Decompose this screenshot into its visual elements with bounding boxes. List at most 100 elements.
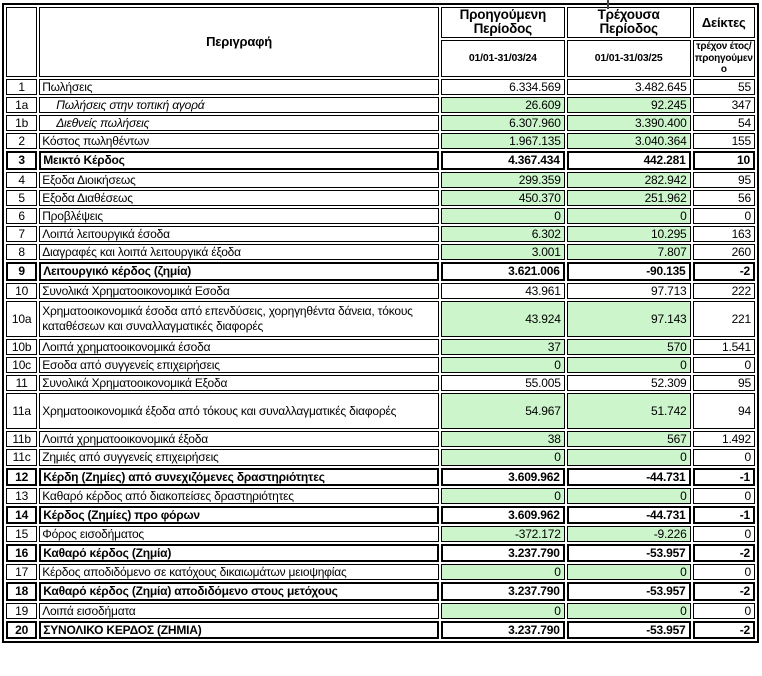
description-cell: Εξοδα Διοικήσεως	[39, 171, 439, 188]
description-header: Περιγραφή	[39, 7, 439, 77]
row-number-cell: 10b	[6, 338, 38, 355]
index-value-cell: 94	[692, 393, 755, 430]
prev-period-value-cell: 3.609.962	[440, 505, 565, 524]
table-row: 5 Εξοδα Διαθέσεως 450.370 251.962 56	[6, 189, 755, 206]
row-number-cell: 1b	[6, 115, 38, 132]
description-cell: Λοιπά χρηματοοικονομικά έσοδα	[39, 338, 439, 355]
curr-period-value-cell: 3.390.400	[566, 115, 691, 132]
index-value-cell: 155	[692, 133, 755, 150]
curr-period-value-cell: 0	[566, 356, 691, 374]
curr-period-value-cell: -90.135	[566, 262, 691, 281]
description-cell: Πωλήσεις	[39, 78, 439, 95]
curr-period-value-cell: -44.731	[566, 505, 691, 524]
table-row: 18 Καθαρό κέρδος (Ζημία) αποδιδόμενο στου…	[6, 582, 755, 601]
row-number-cell: 10a	[6, 300, 38, 337]
index-value-cell: -2	[692, 544, 755, 563]
row-number-cell: 19	[6, 602, 38, 619]
table-row: 12 Κέρδη (Ζημίες) από συνεχιζόμενες δραστ…	[6, 467, 755, 486]
curr-period-value-cell: 3.040.364	[566, 133, 691, 150]
index-value-cell: 95	[692, 375, 755, 392]
table-row: 9 Λειτουργικό κέρδος (ζημία) 3.621.006 -90.…	[6, 262, 755, 281]
description-cell: Χρηματοοικονομικά έσοδα από επενδύσεις, …	[39, 300, 439, 337]
description-cell: Διεθνείς πωλήσεις	[39, 115, 439, 132]
description-cell: Λειτουργικό κέρδος (ζημία)	[39, 262, 439, 281]
curr-period-value-cell: -9.226	[566, 525, 691, 543]
index-value-cell: 0	[692, 356, 755, 374]
description-cell: Εξοδα Διαθέσεως	[39, 189, 439, 206]
index-value-cell: -2	[692, 262, 755, 281]
income-statement-table: Περιγραφή Προηγούμενη Περίοδος Τρέχουσα …	[2, 3, 759, 643]
description-cell: Καθαρό κέρδος (Ζημία)	[39, 544, 439, 563]
prev-period-value-cell: 3.237.790	[440, 544, 565, 563]
prev-period-value-cell: 37	[440, 338, 565, 355]
table-row: 2 Κόστος πωληθέντων 1.967.135 3.040.364 155	[6, 133, 755, 150]
curr-period-value-cell: 570	[566, 338, 691, 355]
curr-period-header: Τρέχουσα Περίοδος	[566, 7, 691, 39]
prev-period-dates: 01/01-31/03/24	[440, 40, 565, 77]
table-row: 3 Μεικτό Κέρδος 4.367.434 442.281 10	[6, 151, 755, 170]
index-subheader: τρέχον έτος/προηγούμενο	[692, 40, 755, 77]
prev-period-value-cell: 0	[440, 602, 565, 619]
prev-period-value-cell: 6.334.569	[440, 78, 565, 95]
prev-period-value-cell: 450.370	[440, 189, 565, 206]
index-value-cell: -1	[692, 505, 755, 524]
row-number-cell: 10	[6, 282, 38, 299]
description-cell: Εσοδα από συγγενείς επιχειρήσεις	[39, 356, 439, 374]
index-value-cell: -1	[692, 467, 755, 486]
table-row: 4 Εξοδα Διοικήσεως 299.359 282.942 95	[6, 171, 755, 188]
row-number-cell: 3	[6, 151, 38, 170]
index-value-cell: 95	[692, 171, 755, 188]
table-row: 13 Καθαρό κέρδος από διακοπείσες δραστηρι…	[6, 487, 755, 504]
curr-period-value-cell: -44.731	[566, 467, 691, 486]
curr-period-value-cell: 3.482.645	[566, 78, 691, 95]
table-header: Περιγραφή Προηγούμενη Περίοδος Τρέχουσα …	[6, 7, 755, 77]
index-value-cell: 0	[692, 525, 755, 543]
row-number-cell: 1a	[6, 97, 38, 114]
index-value-cell: 54	[692, 115, 755, 132]
row-number-cell: 7	[6, 226, 38, 243]
curr-period-value-cell: 0	[566, 602, 691, 619]
description-cell: Συνολικά Χρηματοοικονομικά Εσοδα	[39, 282, 439, 299]
row-number-cell: 12	[6, 467, 38, 486]
row-number-cell: 4	[6, 171, 38, 188]
curr-period-value-cell: 251.962	[566, 189, 691, 206]
prev-period-value-cell: 55.005	[440, 375, 565, 392]
table-row: 10c Εσοδα από συγγενείς επιχειρήσεις 0 0 0	[6, 356, 755, 374]
curr-period-value-cell: 282.942	[566, 171, 691, 188]
table-row: 11 Συνολικά Χρηματοοικονομικά Εξοδα 55.005…	[6, 375, 755, 392]
index-value-cell: 0	[692, 602, 755, 619]
curr-period-value-cell: 567	[566, 431, 691, 448]
curr-period-value-cell: -53.957	[566, 620, 691, 639]
row-number-cell: 11	[6, 375, 38, 392]
row-number-cell: 16	[6, 544, 38, 563]
row-number-cell: 18	[6, 582, 38, 601]
curr-period-value-cell: -53.957	[566, 582, 691, 601]
prev-period-value-cell: 26.609	[440, 97, 565, 114]
table-row: 11c Ζημιές από συγγενείς επιχειρήσεις 0 0 0	[6, 449, 755, 466]
row-number-cell: 15	[6, 525, 38, 543]
index-value-cell: 1.541	[692, 338, 755, 355]
prev-period-value-cell: -372.172	[440, 525, 565, 543]
index-value-cell: 0	[692, 207, 755, 225]
prev-period-value-cell: 43.961	[440, 282, 565, 299]
row-number-cell: 13	[6, 487, 38, 504]
index-value-cell: 221	[692, 300, 755, 337]
table-row: 1a Πωλήσεις στην τοπική αγορά 26.609 92.245…	[6, 97, 755, 114]
prev-period-value-cell: 54.967	[440, 393, 565, 430]
index-value-cell: 0	[692, 564, 755, 581]
prev-period-value-cell: 38	[440, 431, 565, 448]
index-value-cell: 347	[692, 97, 755, 114]
row-number-cell: 11a	[6, 393, 38, 430]
table-row: 20 ΣΥΝΟΛΙΚΟ ΚΕΡΔΟΣ (ΖΗΜΙΑ) 3.237.790 -53.95…	[6, 620, 755, 639]
index-value-cell: 163	[692, 226, 755, 243]
curr-period-value-cell: 0	[566, 449, 691, 466]
index-value-cell: 0	[692, 487, 755, 504]
row-number-cell: 6	[6, 207, 38, 225]
table-row: 1b Διεθνείς πωλήσεις 6.307.960 3.390.400 54	[6, 115, 755, 132]
row-number-cell: 1	[6, 78, 38, 95]
description-cell: Καθαρό κέρδος (Ζημία) αποδιδόμενο στους …	[39, 582, 439, 601]
curr-period-value-cell: 442.281	[566, 151, 691, 170]
description-cell: Ζημιές από συγγενείς επιχειρήσεις	[39, 449, 439, 466]
index-value-cell: -2	[692, 582, 755, 601]
